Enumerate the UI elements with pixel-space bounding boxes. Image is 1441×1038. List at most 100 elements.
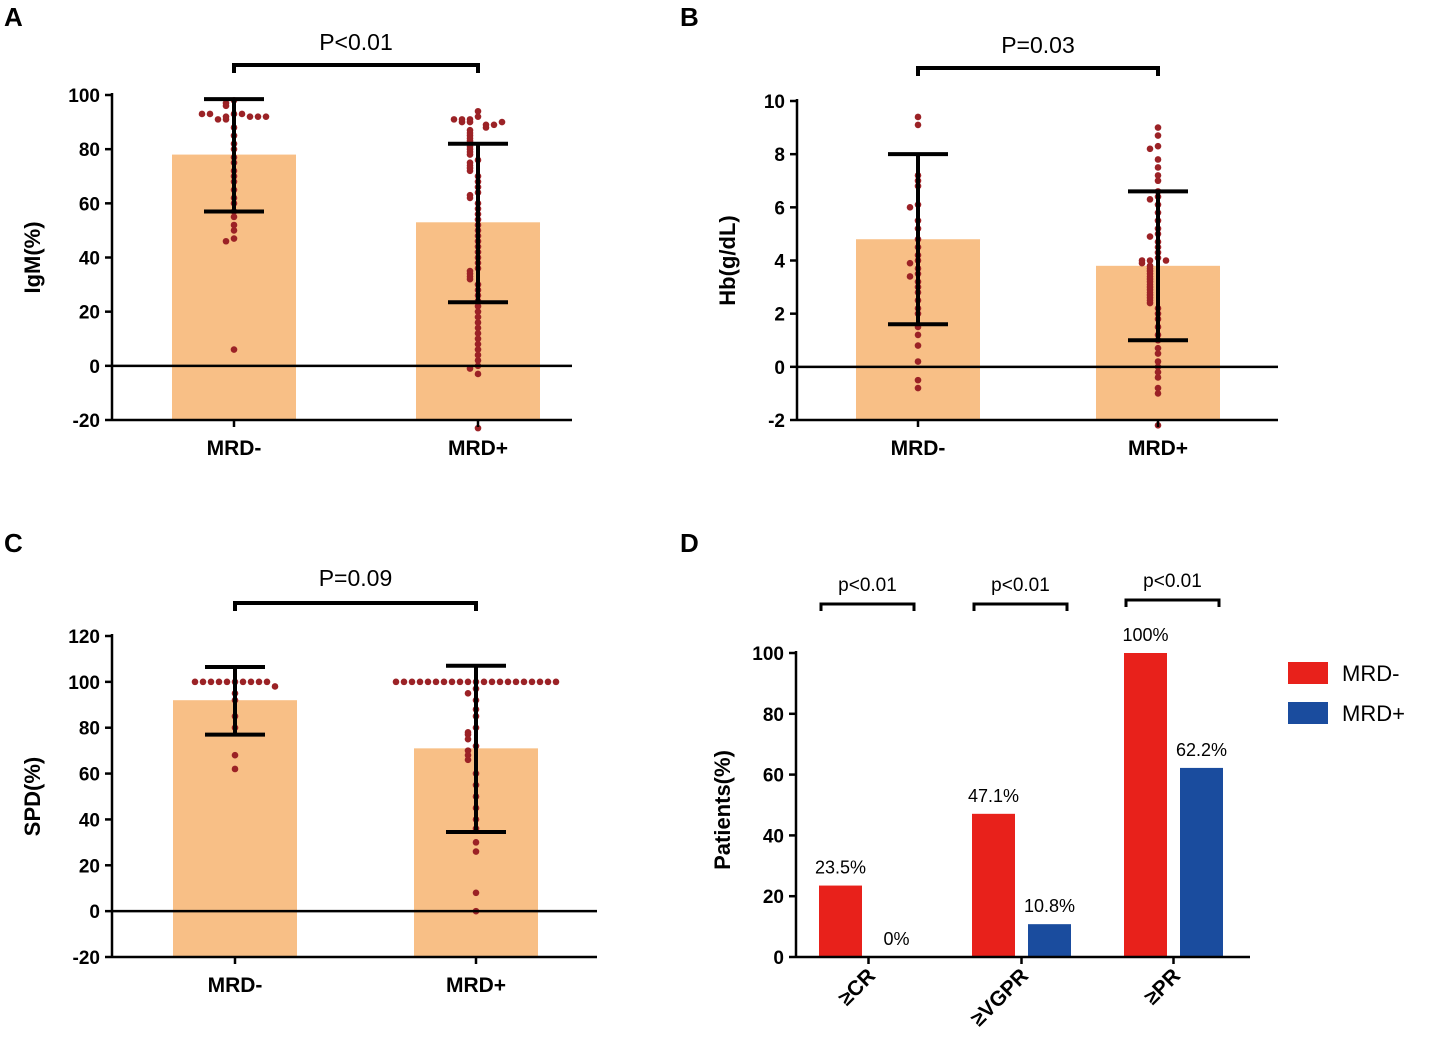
data-point [238, 110, 246, 118]
y-tick-label: 20 [79, 303, 100, 324]
data-point [1154, 164, 1162, 171]
data-point [1146, 145, 1154, 153]
data-point [464, 678, 472, 686]
x-tick-label: ≥CR [834, 964, 880, 1010]
x-tick-label: MRD+ [448, 437, 508, 460]
data-label: 0% [883, 929, 909, 949]
y-axis-title: SPD(%) [20, 757, 45, 836]
data-point [480, 678, 488, 686]
data-point [906, 273, 914, 280]
p-value-label: p<0.01 [991, 575, 1050, 596]
p-value-label: P=0.09 [319, 565, 393, 591]
data-point [450, 116, 458, 123]
data-point [199, 678, 207, 686]
y-tick-label: -20 [73, 411, 100, 432]
significance-bracket [916, 66, 1160, 76]
data-point [474, 335, 482, 343]
data-point [552, 678, 560, 686]
significance-bracket [972, 602, 1069, 611]
data-point [191, 678, 199, 686]
data-point [206, 110, 214, 118]
data-point [458, 118, 466, 126]
data-point [466, 151, 474, 158]
data-point [474, 113, 482, 120]
data-point [432, 678, 440, 686]
data-point [914, 331, 922, 339]
data-point [544, 678, 552, 686]
data-point [472, 889, 480, 897]
data-point [914, 358, 922, 365]
data-point [906, 259, 914, 267]
bar-MRD--≥PR [1124, 653, 1167, 957]
data-point [914, 113, 922, 121]
x-tick-label: MRD- [207, 437, 262, 460]
data-point [1146, 299, 1154, 307]
data-point [464, 756, 472, 764]
data-point [215, 678, 223, 686]
data-point [498, 118, 506, 126]
legend-swatch-MRD- [1288, 662, 1328, 684]
y-tick-label: 8 [774, 145, 785, 166]
data-point [263, 678, 271, 686]
data-point [474, 107, 482, 115]
data-point [1154, 344, 1162, 352]
data-point [1146, 196, 1154, 203]
data-point [230, 221, 238, 229]
data-point [474, 357, 482, 364]
y-tick-label: 40 [79, 810, 100, 831]
y-tick-label: 0 [774, 358, 785, 379]
data-point [520, 678, 528, 686]
data-point [424, 678, 432, 686]
y-tick-label: -2 [768, 411, 785, 432]
data-point [496, 678, 504, 686]
y-axis-title: IgM(%) [20, 221, 45, 293]
data-point [1162, 257, 1170, 264]
data-point [536, 678, 544, 686]
data-point [246, 113, 254, 120]
data-point [474, 319, 482, 326]
data-point [488, 678, 496, 686]
data-point [271, 683, 279, 690]
data-point [474, 313, 482, 321]
bar-MRD--≥CR [819, 885, 862, 957]
data-point [504, 678, 512, 686]
y-tick-label: 0 [773, 948, 784, 969]
data-label: 62.2% [1176, 740, 1227, 760]
data-point [262, 113, 270, 120]
data-point [207, 678, 215, 686]
data-point [231, 765, 239, 773]
data-point [1146, 233, 1154, 240]
y-tick-label: 100 [68, 673, 100, 694]
data-point [400, 678, 408, 686]
data-point [448, 678, 456, 686]
data-point [1154, 374, 1162, 381]
y-tick-label: 80 [79, 719, 100, 740]
data-point [230, 213, 238, 221]
y-tick-label: 40 [763, 826, 784, 847]
data-label: 10.8% [1024, 896, 1075, 916]
y-tick-label: 10 [764, 92, 785, 113]
data-point [1154, 177, 1162, 185]
bar-MRD--≥VGPR [972, 813, 1015, 957]
y-tick-label: 80 [763, 705, 784, 726]
data-point [440, 678, 448, 686]
data-point [512, 678, 520, 686]
x-tick-label: MRD- [208, 974, 263, 997]
data-point [914, 384, 922, 392]
data-point [230, 346, 238, 353]
data-point [1154, 384, 1162, 392]
y-tick-label: 4 [774, 252, 785, 273]
data-point [466, 118, 474, 126]
data-point [464, 731, 472, 738]
data-label: 100% [1122, 625, 1168, 645]
x-tick-label: MRD+ [1128, 437, 1188, 460]
data-point [1154, 390, 1162, 397]
data-point [472, 848, 480, 855]
significance-bracket [1124, 598, 1221, 607]
data-point [482, 124, 490, 131]
legend: MRD- MRD+ [1288, 661, 1405, 726]
data-point [906, 204, 914, 211]
data-point [474, 302, 482, 310]
y-axis-title: Patients(%) [710, 750, 735, 870]
data-point [255, 678, 263, 686]
